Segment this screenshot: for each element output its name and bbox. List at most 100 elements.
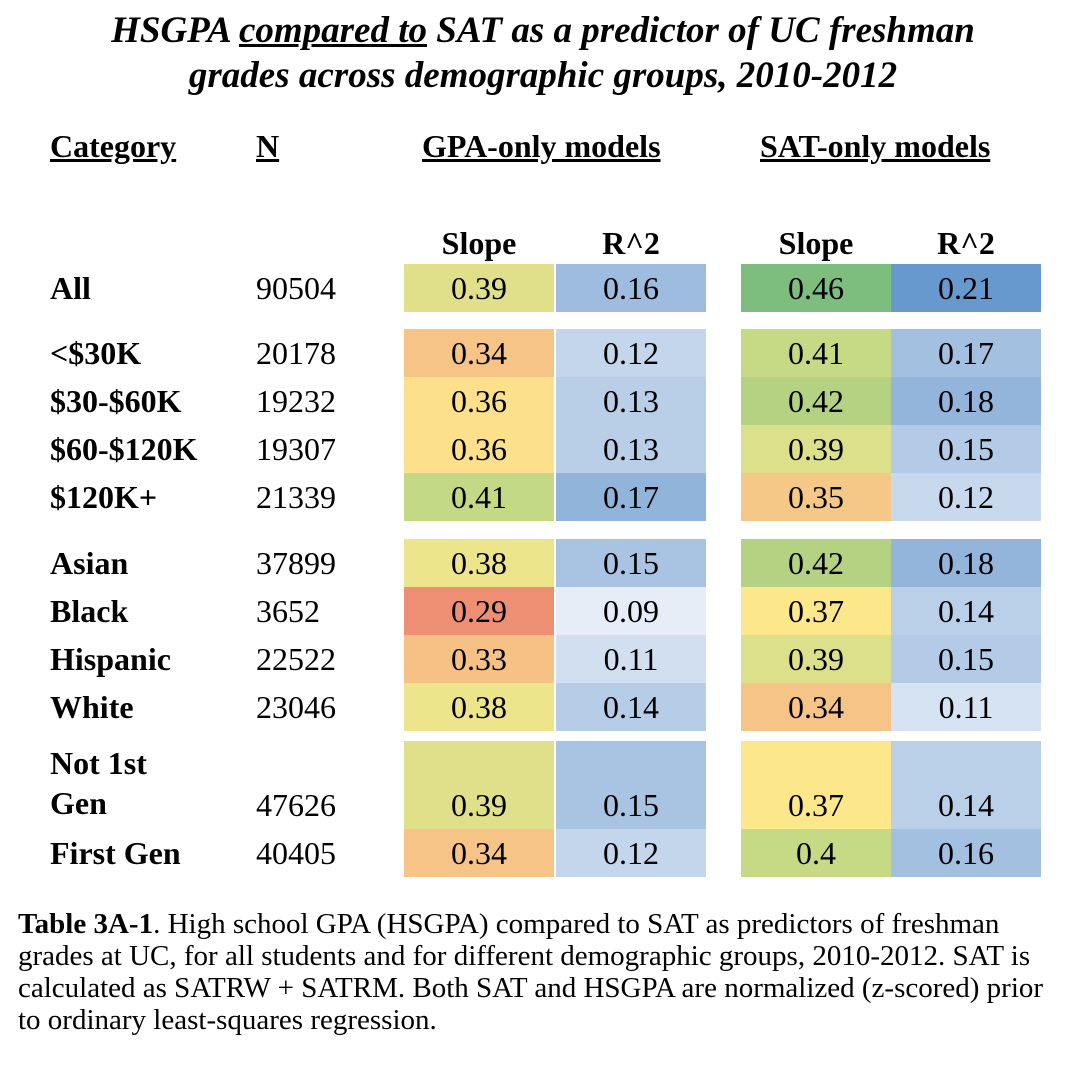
cell-value: 0.37 bbox=[788, 593, 844, 629]
row-n: 40405 bbox=[256, 835, 336, 871]
row-label-line-1: $30-$60K bbox=[50, 383, 182, 419]
n-header: N bbox=[256, 128, 280, 164]
cell-sat-slope: 0.39 bbox=[741, 635, 891, 683]
cell-value: 0.14 bbox=[603, 689, 659, 725]
cell-sat-slope: 0.35 bbox=[741, 473, 891, 521]
cell-value: 0.38 bbox=[451, 545, 507, 581]
row-label-line-1: Black bbox=[50, 593, 129, 629]
cell-value: 0.13 bbox=[603, 431, 659, 467]
row-n: 20178 bbox=[256, 335, 336, 371]
title-underlined-phrase: compared to bbox=[238, 10, 427, 51]
row-label-line-1: $60-$120K bbox=[50, 431, 198, 467]
cell-value: 0.42 bbox=[788, 545, 844, 581]
cell-value: 0.13 bbox=[603, 383, 659, 419]
row-label: Not 1st Gen bbox=[50, 743, 147, 823]
cell-gpa-slope: 0.39 bbox=[404, 264, 554, 312]
cell-gpa-r2: 0.15 bbox=[556, 741, 706, 829]
cell-value: 0.15 bbox=[938, 641, 994, 677]
row-label: <$30K bbox=[50, 329, 141, 377]
cell-sat-slope: 0.42 bbox=[741, 539, 891, 587]
row-label: All bbox=[50, 264, 91, 312]
cell-value: 0.21 bbox=[938, 270, 994, 306]
row-label: Hispanic bbox=[50, 635, 171, 683]
cell-sat-r2: 0.16 bbox=[891, 829, 1041, 877]
row-n: 19307 bbox=[256, 431, 336, 467]
cell-sat-slope: 0.34 bbox=[741, 683, 891, 731]
cell-gpa-slope: 0.36 bbox=[404, 425, 554, 473]
row-label-line-1: White bbox=[50, 689, 134, 725]
cell-value: 0.16 bbox=[938, 835, 994, 871]
row-label-line-1: Hispanic bbox=[50, 641, 171, 677]
cell-value: 0.41 bbox=[451, 479, 507, 515]
cell-value: 0.14 bbox=[938, 593, 994, 629]
cell-sat-r2: 0.18 bbox=[891, 539, 1041, 587]
title-line-2: grades across demographic groups, 2010-2… bbox=[188, 55, 898, 96]
cell-gpa-r2: 0.15 bbox=[556, 539, 706, 587]
cell-value: 0.29 bbox=[451, 593, 507, 629]
cell-gpa-r2: 0.09 bbox=[556, 587, 706, 635]
cell-value: 0.34 bbox=[451, 335, 507, 371]
cell-sat-r2: 0.14 bbox=[891, 741, 1041, 829]
table-title: HSGPA compared to SAT as a predictor of … bbox=[0, 8, 1086, 98]
cell-sat-slope: 0.41 bbox=[741, 329, 891, 377]
cell-gpa-r2: 0.13 bbox=[556, 377, 706, 425]
cell-sat-r2: 0.15 bbox=[891, 425, 1041, 473]
cell-value: 0.12 bbox=[603, 335, 659, 371]
cell-value: 0.39 bbox=[788, 431, 844, 467]
cell-value: 0.16 bbox=[603, 270, 659, 306]
cell-value: 0.37 bbox=[788, 787, 844, 823]
cell-value: 0.38 bbox=[451, 689, 507, 725]
cell-value: 0.14 bbox=[938, 787, 994, 823]
cell-sat-slope: 0.46 bbox=[741, 264, 891, 312]
gpa-r2-header: R^2 bbox=[602, 225, 660, 261]
cell-gpa-r2: 0.16 bbox=[556, 264, 706, 312]
cell-value: 0.34 bbox=[788, 689, 844, 725]
sat-r2-header: R^2 bbox=[937, 225, 995, 261]
cell-value: 0.39 bbox=[451, 270, 507, 306]
cell-value: 0.33 bbox=[451, 641, 507, 677]
cell-value: 0.12 bbox=[938, 479, 994, 515]
row-n: 19232 bbox=[256, 383, 336, 419]
row-n: 90504 bbox=[256, 270, 336, 306]
cell-sat-slope: 0.37 bbox=[741, 587, 891, 635]
row-label: White bbox=[50, 683, 134, 731]
row-label-line-1: $120K+ bbox=[50, 479, 158, 515]
row-label: Asian bbox=[50, 539, 128, 587]
cell-gpa-r2: 0.12 bbox=[556, 829, 706, 877]
cell-sat-r2: 0.14 bbox=[891, 587, 1041, 635]
cell-value: 0.35 bbox=[788, 479, 844, 515]
cell-value: 0.39 bbox=[788, 641, 844, 677]
cell-gpa-slope: 0.34 bbox=[404, 829, 554, 877]
cell-value: 0.18 bbox=[938, 383, 994, 419]
cell-gpa-slope: 0.33 bbox=[404, 635, 554, 683]
category-header: Category bbox=[50, 128, 177, 164]
row-label-line-1: <$30K bbox=[50, 335, 142, 371]
cell-sat-slope: 0.37 bbox=[741, 741, 891, 829]
cell-gpa-r2: 0.13 bbox=[556, 425, 706, 473]
row-label-line-1: All bbox=[50, 270, 91, 306]
cell-sat-r2: 0.17 bbox=[891, 329, 1041, 377]
row-n: 22522 bbox=[256, 641, 336, 677]
sat-slope-header: Slope bbox=[778, 225, 854, 261]
cell-sat-r2: 0.12 bbox=[891, 473, 1041, 521]
cell-value: 0.12 bbox=[603, 835, 659, 871]
cell-value: 0.46 bbox=[788, 270, 844, 306]
cell-value: 0.15 bbox=[938, 431, 994, 467]
row-label: $60-$120K bbox=[50, 425, 198, 473]
caption-label: Table 3A-1 bbox=[18, 908, 154, 940]
row-label: Black bbox=[50, 587, 128, 635]
cell-gpa-slope: 0.41 bbox=[404, 473, 554, 521]
cell-gpa-slope: 0.36 bbox=[404, 377, 554, 425]
gpa-slope-header: Slope bbox=[441, 225, 517, 261]
cell-value: 0.4 bbox=[796, 835, 836, 871]
row-label-line-1: First Gen bbox=[50, 835, 181, 871]
row-n: 37899 bbox=[256, 545, 336, 581]
cell-sat-slope: 0.4 bbox=[741, 829, 891, 877]
cell-gpa-slope: 0.39 bbox=[404, 741, 554, 829]
caption-text: . High school GPA (HSGPA) compared to SA… bbox=[18, 908, 1044, 1036]
cell-value: 0.09 bbox=[603, 593, 659, 629]
row-label: $30-$60K bbox=[50, 377, 182, 425]
row-label-line-2: Gen bbox=[50, 785, 107, 821]
cell-sat-r2: 0.15 bbox=[891, 635, 1041, 683]
row-n: 47626 bbox=[256, 787, 336, 823]
